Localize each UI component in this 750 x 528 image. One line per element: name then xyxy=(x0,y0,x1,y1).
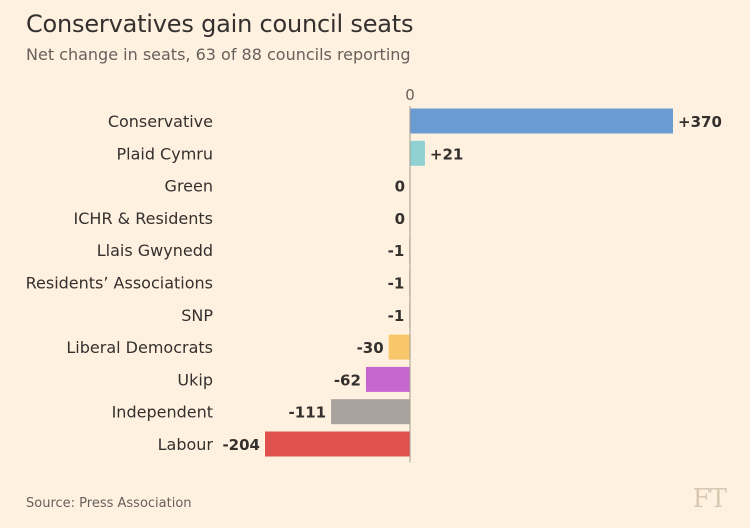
chart-subtitle: Net change in seats, 63 of 88 councils r… xyxy=(26,45,411,64)
value-label-independent: -111 xyxy=(289,404,327,422)
category-label-liberal-democrats: Liberal Democrats xyxy=(66,338,213,357)
ft-logo: FT xyxy=(692,484,727,514)
bar-ukip xyxy=(365,366,410,392)
category-label-llais-gwynedd: Llais Gwynedd xyxy=(97,241,213,260)
value-label-green: 0 xyxy=(395,178,405,196)
source-note: Source: Press Association xyxy=(26,496,192,511)
value-label-ichr-residents: 0 xyxy=(395,210,405,228)
value-label-residents-associations: -1 xyxy=(388,275,405,293)
bar-conservative xyxy=(410,108,673,134)
bar-labour xyxy=(264,431,410,457)
value-label-snp: -1 xyxy=(388,307,405,325)
category-label-ichr-residents: ICHR & Residents xyxy=(74,209,213,228)
category-label-independent: Independent xyxy=(112,403,213,422)
category-label-conservative: Conservative xyxy=(108,112,213,131)
value-label-plaid-cymru: +21 xyxy=(430,145,463,163)
category-label-ukip: Ukip xyxy=(177,370,213,389)
chart-title: Conservatives gain council seats xyxy=(26,10,414,38)
bar-chart: 0 Conservative +370 Plaid Cymru +21 Green 0 ICH… xyxy=(26,86,722,463)
category-label-residents-associations: Residents’ Associations xyxy=(26,274,213,293)
value-label-liberal-democrats: -30 xyxy=(357,339,384,357)
value-label-conservative: +370 xyxy=(678,113,722,131)
value-label-ukip: -62 xyxy=(334,371,361,389)
value-label-labour: -204 xyxy=(222,436,260,454)
bar-plaid-cymru xyxy=(410,140,425,166)
value-label-llais-gwynedd: -1 xyxy=(388,242,405,260)
category-label-plaid-cymru: Plaid Cymru xyxy=(116,144,213,163)
bar-liberal-democrats xyxy=(388,334,410,360)
category-label-snp: SNP xyxy=(181,306,213,325)
bar-independent xyxy=(331,399,410,425)
category-label-labour: Labour xyxy=(158,435,214,454)
category-label-green: Green xyxy=(165,177,213,196)
zero-tick-label: 0 xyxy=(405,86,415,104)
